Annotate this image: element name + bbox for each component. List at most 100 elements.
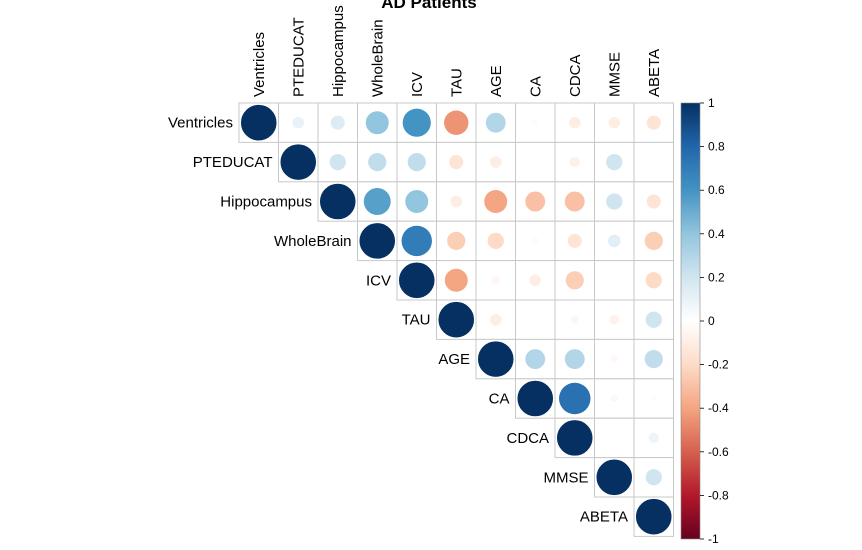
correlation-circle-ca-ca [516,379,554,418]
correlation-circle-ventricles-mmse [608,116,620,129]
column-label-wholebrain: WholeBrain [369,19,386,97]
correlation-circle-ventricles-cdca [569,116,581,129]
correlation-circle-ca-mmse [610,394,618,403]
correlation-circle-ventricles-icv [402,108,431,137]
grid-cell [594,417,635,459]
colorbar: 1 0.8 0.6 0.4 0.2 0 -0.2 -0.4 -0.6 -0.8 -1 [680,96,729,546]
correlation-circle-tau-age [490,313,502,326]
correlation-circle-ventricles-tau [444,110,469,135]
grid-cell [515,299,556,340]
colorbar-tick-label: -0.4 [708,401,729,415]
correlation-circle-wholebrain-wholebrain [358,222,396,260]
colorbar-tick-label: -0.2 [708,358,729,372]
grid-cell [515,141,556,183]
correlation-circle-wholebrain-age [487,232,504,250]
row-label-pteducat: PTEDUCAT [193,154,273,171]
correlation-circle-pteducat-tau [449,155,464,170]
correlation-circle-age-cdca [564,349,585,370]
correlation-circle-ca-cdca [559,382,591,415]
correlation-circle-pteducat-pteducat [279,143,317,181]
colorbar-tick-label: 0.4 [708,227,725,241]
colorbar-tick-label: 0 [708,314,715,328]
column-label-pteducat: PTEDUCAT [290,17,307,97]
row-label-ventricles: Ventricles [168,115,233,132]
correlation-circle-mmse-abeta [645,469,662,486]
correlation-circle-cdca-cdca [556,419,594,457]
chart-title: AD Patients [381,0,476,12]
correlation-circle-ca-abeta [651,395,657,402]
correlation-circle-ventricles-ca [532,120,538,126]
correlation-circle-hippocampus-age [484,190,508,213]
row-label-mmse: MMSE [544,469,589,486]
correlation-circle-pteducat-mmse [606,153,623,171]
correlation-circle-wholebrain-cdca [567,233,582,248]
row-label-hippocampus: Hippocampus [220,194,312,211]
column-label-mmse: MMSE [606,52,623,97]
correlation-circle-pteducat-age [490,156,502,168]
correlation-circle-hippocampus-abeta [646,194,661,209]
column-label-ventricles: Ventricles [251,32,268,97]
correlation-circle-icv-ca [529,274,541,287]
colorbar-tick-label: 0.8 [708,140,725,154]
correlation-circle-wholebrain-ca [532,237,539,245]
grid-cell [515,102,556,143]
correlation-circle-hippocampus-icv [405,190,429,213]
colorbar-tick-label: -0.6 [708,445,729,459]
column-label-hippocampus: Hippocampus [330,5,347,97]
grid-cell [396,181,437,222]
colorbar-tick-label: 1 [708,96,715,110]
correlation-circle-hippocampus-cdca [564,191,585,212]
correlation-circle-hippocampus-mmse [606,193,623,210]
correlation-circle-tau-tau [437,301,475,339]
correlation-circle-icv-tau [444,268,468,292]
correlation-circle-ventricles-abeta [646,115,661,130]
cells-layer [238,102,674,537]
correlation-circle-wholebrain-icv [401,225,432,257]
row-label-tau: TAU [402,312,431,329]
grid-cell [357,141,398,183]
row-label-cdca: CDCA [506,430,549,447]
correlation-circle-ventricles-age [485,112,506,133]
column-label-icv: ICV [409,72,426,97]
correlation-circle-tau-cdca [570,315,579,324]
labels-layer: Ventricles PTEDUCAT Hippocampus WholeBrain I… [168,5,663,525]
correlation-circle-icv-cdca [565,271,584,290]
correlation-circle-pteducat-wholebrain [368,153,387,172]
correlation-circle-tau-abeta [645,311,662,328]
correlation-circle-pteducat-icv [407,153,426,172]
grid-cell [594,260,635,301]
correlation-circle-hippocampus-wholebrain [363,188,391,215]
correlation-circle-icv-age [491,276,500,285]
correlation-circle-wholebrain-tau [447,231,466,250]
column-label-age: AGE [488,65,505,97]
correlation-circle-tau-mmse [609,314,620,325]
row-label-ca: CA [489,391,510,408]
correlation-circle-age-age [477,340,515,378]
correlation-circle-mmse-mmse [595,458,633,496]
correlation-circle-age-mmse [610,355,618,363]
correlation-circle-ventricles-ventricles [240,104,278,142]
column-label-abeta: ABETA [646,49,663,97]
correlation-circle-ventricles-pteducat [292,116,304,129]
colorbar-tick-label: -0.8 [708,488,729,502]
correlation-circle-ventricles-wholebrain [365,111,389,135]
correlation-circle-age-abeta [644,350,663,369]
grid-cell [633,141,674,183]
row-label-wholebrain: WholeBrain [274,233,352,250]
correlation-circle-icv-abeta [645,272,662,289]
correlation-circle-pteducat-cdca [569,156,580,168]
correlation-circle-icv-icv [398,261,436,299]
colorbar-tick-label: 0.2 [708,270,725,284]
column-label-tau: TAU [448,68,465,97]
row-label-icv: ICV [366,272,391,289]
colorbar-tick-label: 0.6 [708,183,725,197]
row-label-age: AGE [438,351,470,368]
column-label-ca: CA [527,76,544,97]
colorbar-gradient [680,102,701,540]
row-label-abeta: ABETA [580,509,628,526]
correlation-circle-age-ca [525,349,546,370]
correlation-circle-hippocampus-hippocampus [319,182,357,221]
correlation-circle-wholebrain-abeta [644,231,663,250]
correlation-circle-ventricles-hippocampus [330,115,345,130]
